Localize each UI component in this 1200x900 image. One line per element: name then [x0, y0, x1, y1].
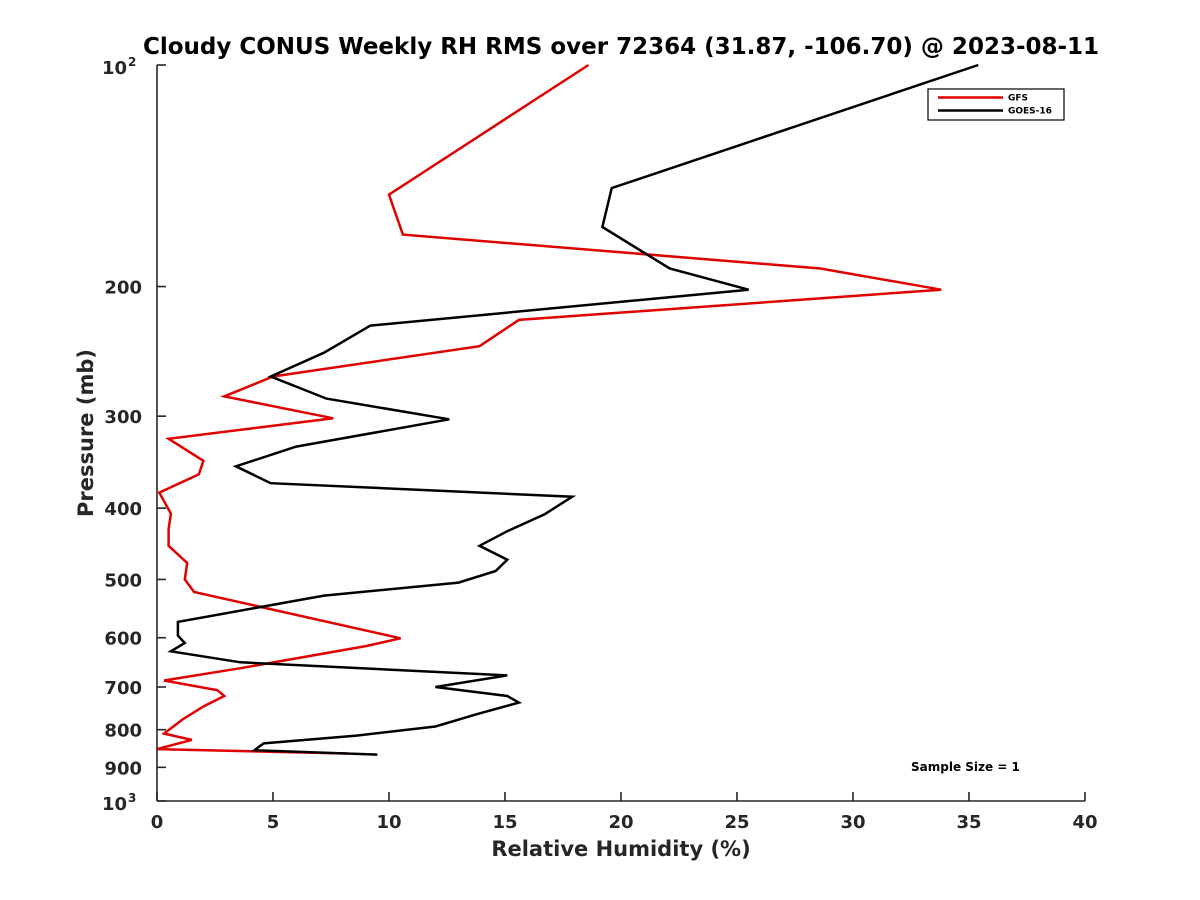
y-tick-label: 700	[104, 678, 142, 699]
x-tick-label: 5	[267, 812, 280, 833]
y-tick-label: 600	[104, 629, 142, 650]
x-tick-label: 15	[492, 812, 517, 833]
x-tick-label: 25	[724, 812, 749, 833]
chart-title: Cloudy CONUS Weekly RH RMS over 72364 (3…	[143, 34, 1099, 60]
y-axis-label: Pressure (mb)	[74, 349, 98, 517]
y-tick-label: 300	[104, 407, 142, 428]
sample-size-annotation: Sample Size = 1	[911, 760, 1020, 774]
legend-label-goes16: GOES-16	[1008, 107, 1052, 117]
y-tick-label: 200	[104, 278, 142, 299]
y-tick-label: 10	[102, 58, 127, 79]
x-axis-label: Relative Humidity (%)	[491, 837, 750, 861]
legend-box	[927, 88, 1065, 121]
legend-label-gfs: GFS	[1008, 94, 1028, 104]
x-tick-label: 20	[608, 812, 633, 833]
x-tick-label: 10	[376, 812, 401, 833]
y-tick-label: 900	[104, 758, 142, 779]
x-tick-label: 35	[956, 812, 981, 833]
y-tick-label: 400	[104, 499, 142, 520]
y-tick-label: 800	[104, 721, 142, 742]
legend: GFS GOES-16	[927, 88, 1065, 121]
y-tick-exponent: 3	[128, 791, 136, 805]
series-layer	[156, 63, 979, 756]
x-tick-label: 40	[1072, 812, 1097, 833]
series-line-gfs	[156, 63, 942, 755]
x-axis-ticks: 0 5 10 15 20 25 30 35 40	[151, 792, 1098, 833]
y-tick-label: 10	[102, 794, 127, 815]
series-line-goes16	[167, 63, 979, 756]
y-tick-label: 500	[104, 570, 142, 591]
x-tick-label: 30	[840, 812, 865, 833]
x-tick-label: 0	[151, 812, 164, 833]
y-tick-exponent: 2	[128, 55, 136, 69]
